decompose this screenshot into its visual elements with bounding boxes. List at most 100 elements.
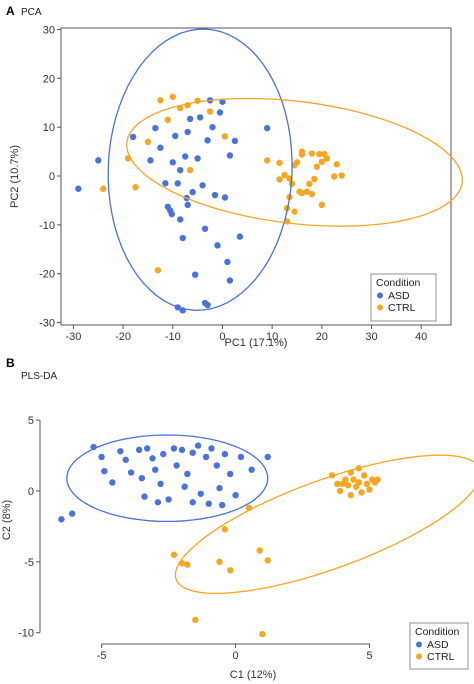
legend-label-ctrl: CTRL [388, 302, 416, 314]
y-tick-label: -10 [18, 628, 34, 640]
point-ctrl [132, 184, 139, 191]
point-asd [179, 234, 186, 242]
point-ctrl [316, 150, 323, 158]
point-asd [135, 446, 143, 454]
pca-chart: -30 -20 -10 0 10 20 30 40 -30 -20 -10 0 10 20 30 PC1 (1… [9, 24, 463, 349]
point-asd [197, 490, 204, 497]
point-ctrl [263, 157, 271, 164]
point-ctrl [227, 567, 234, 574]
point-asd [177, 216, 184, 223]
point-ctrl [347, 492, 354, 499]
point-ctrl [164, 116, 172, 124]
y-tick-label: 30 [43, 24, 55, 36]
y-tick-label: 5 [28, 415, 34, 427]
point-ctrl [344, 482, 352, 489]
point-asd [184, 128, 191, 136]
point-ctrl [256, 547, 263, 554]
point-asd [218, 501, 226, 509]
point-asd [189, 449, 196, 456]
point-asd [141, 493, 148, 500]
x-tick-label: 0 [219, 331, 225, 343]
point-asd [173, 462, 180, 469]
point-asd [98, 453, 105, 461]
point-asd [178, 446, 186, 454]
point-asd [172, 132, 179, 140]
point-asd [184, 201, 191, 209]
x-tick-label: -20 [115, 331, 131, 343]
point-asd [219, 98, 226, 105]
point-ctrl [360, 472, 368, 479]
panel-b-title: PLS-DA [21, 371, 57, 382]
point-asd [147, 157, 154, 164]
point-asd [143, 445, 151, 452]
point-asd [194, 155, 201, 162]
x-tick-label: 40 [415, 331, 427, 343]
point-ctrl [308, 150, 316, 157]
point-ctrl [311, 175, 318, 183]
point-ctrl [169, 93, 176, 101]
point-asd [152, 466, 159, 473]
y-tick-label: -20 [39, 269, 55, 281]
point-ctrl [374, 476, 381, 483]
y-tick-label: -5 [24, 557, 34, 569]
point-asd [157, 480, 164, 488]
y-tick-label: 0 [49, 171, 55, 183]
point-asd [165, 496, 172, 503]
x-tick-label: 10 [266, 331, 278, 343]
point-asd [224, 258, 231, 266]
panel-a-letter: A [6, 4, 15, 18]
y-tick-label: -10 [39, 220, 55, 232]
point-asd [194, 442, 202, 449]
ellipse-ctrl [126, 97, 463, 227]
point-ctrl [192, 616, 199, 624]
x-tick-label: 20 [316, 331, 328, 343]
point-asd [237, 453, 245, 461]
point-asd [122, 456, 129, 463]
point-ctrl [259, 630, 266, 638]
x-tick-label: 0 [233, 650, 239, 662]
point-ctrl [318, 201, 326, 209]
point-ctrl [336, 487, 344, 495]
point-asd [138, 474, 146, 482]
point-ctrl [157, 97, 164, 104]
point-ctrl [350, 476, 357, 483]
point-asd [189, 499, 196, 506]
point-asd [221, 450, 229, 458]
point-ctrl [323, 155, 330, 162]
point-ctrl [276, 159, 283, 167]
point-ctrl [221, 133, 229, 140]
point-asd [117, 448, 124, 455]
point-asd [226, 277, 234, 284]
point-ctrl [100, 185, 107, 192]
point-ctrl [331, 173, 338, 180]
point-asd [211, 191, 219, 199]
legend-label-ctrl: CTRL [427, 651, 455, 663]
point-asd [216, 109, 224, 116]
point-ctrl [144, 138, 152, 146]
y-tick-label: -30 [39, 318, 55, 330]
point-asd [101, 467, 108, 475]
point-asd [236, 233, 244, 240]
point-asd [204, 137, 211, 144]
point-ctrl [184, 561, 191, 568]
panel-a-title: PCA [21, 7, 42, 18]
point-ctrl [186, 166, 194, 174]
point-ctrl [264, 557, 271, 564]
point-asd [149, 455, 156, 462]
point-ctrl [334, 480, 341, 488]
x-tick-label: 30 [365, 331, 377, 343]
point-asd [129, 133, 137, 141]
point-asd [170, 445, 178, 452]
x-tick-label: -10 [165, 331, 181, 343]
point-asd [205, 500, 212, 507]
point-ctrl [355, 479, 363, 486]
y-tick-label: 10 [43, 122, 55, 134]
x-tick-label: -30 [65, 331, 81, 343]
legend-marker-asd [377, 292, 383, 299]
point-asd [209, 123, 216, 131]
point-asd [221, 194, 229, 201]
y-tick-label: 0 [28, 486, 34, 498]
point-asd [181, 483, 188, 490]
x-tick-label: 5 [366, 650, 372, 662]
